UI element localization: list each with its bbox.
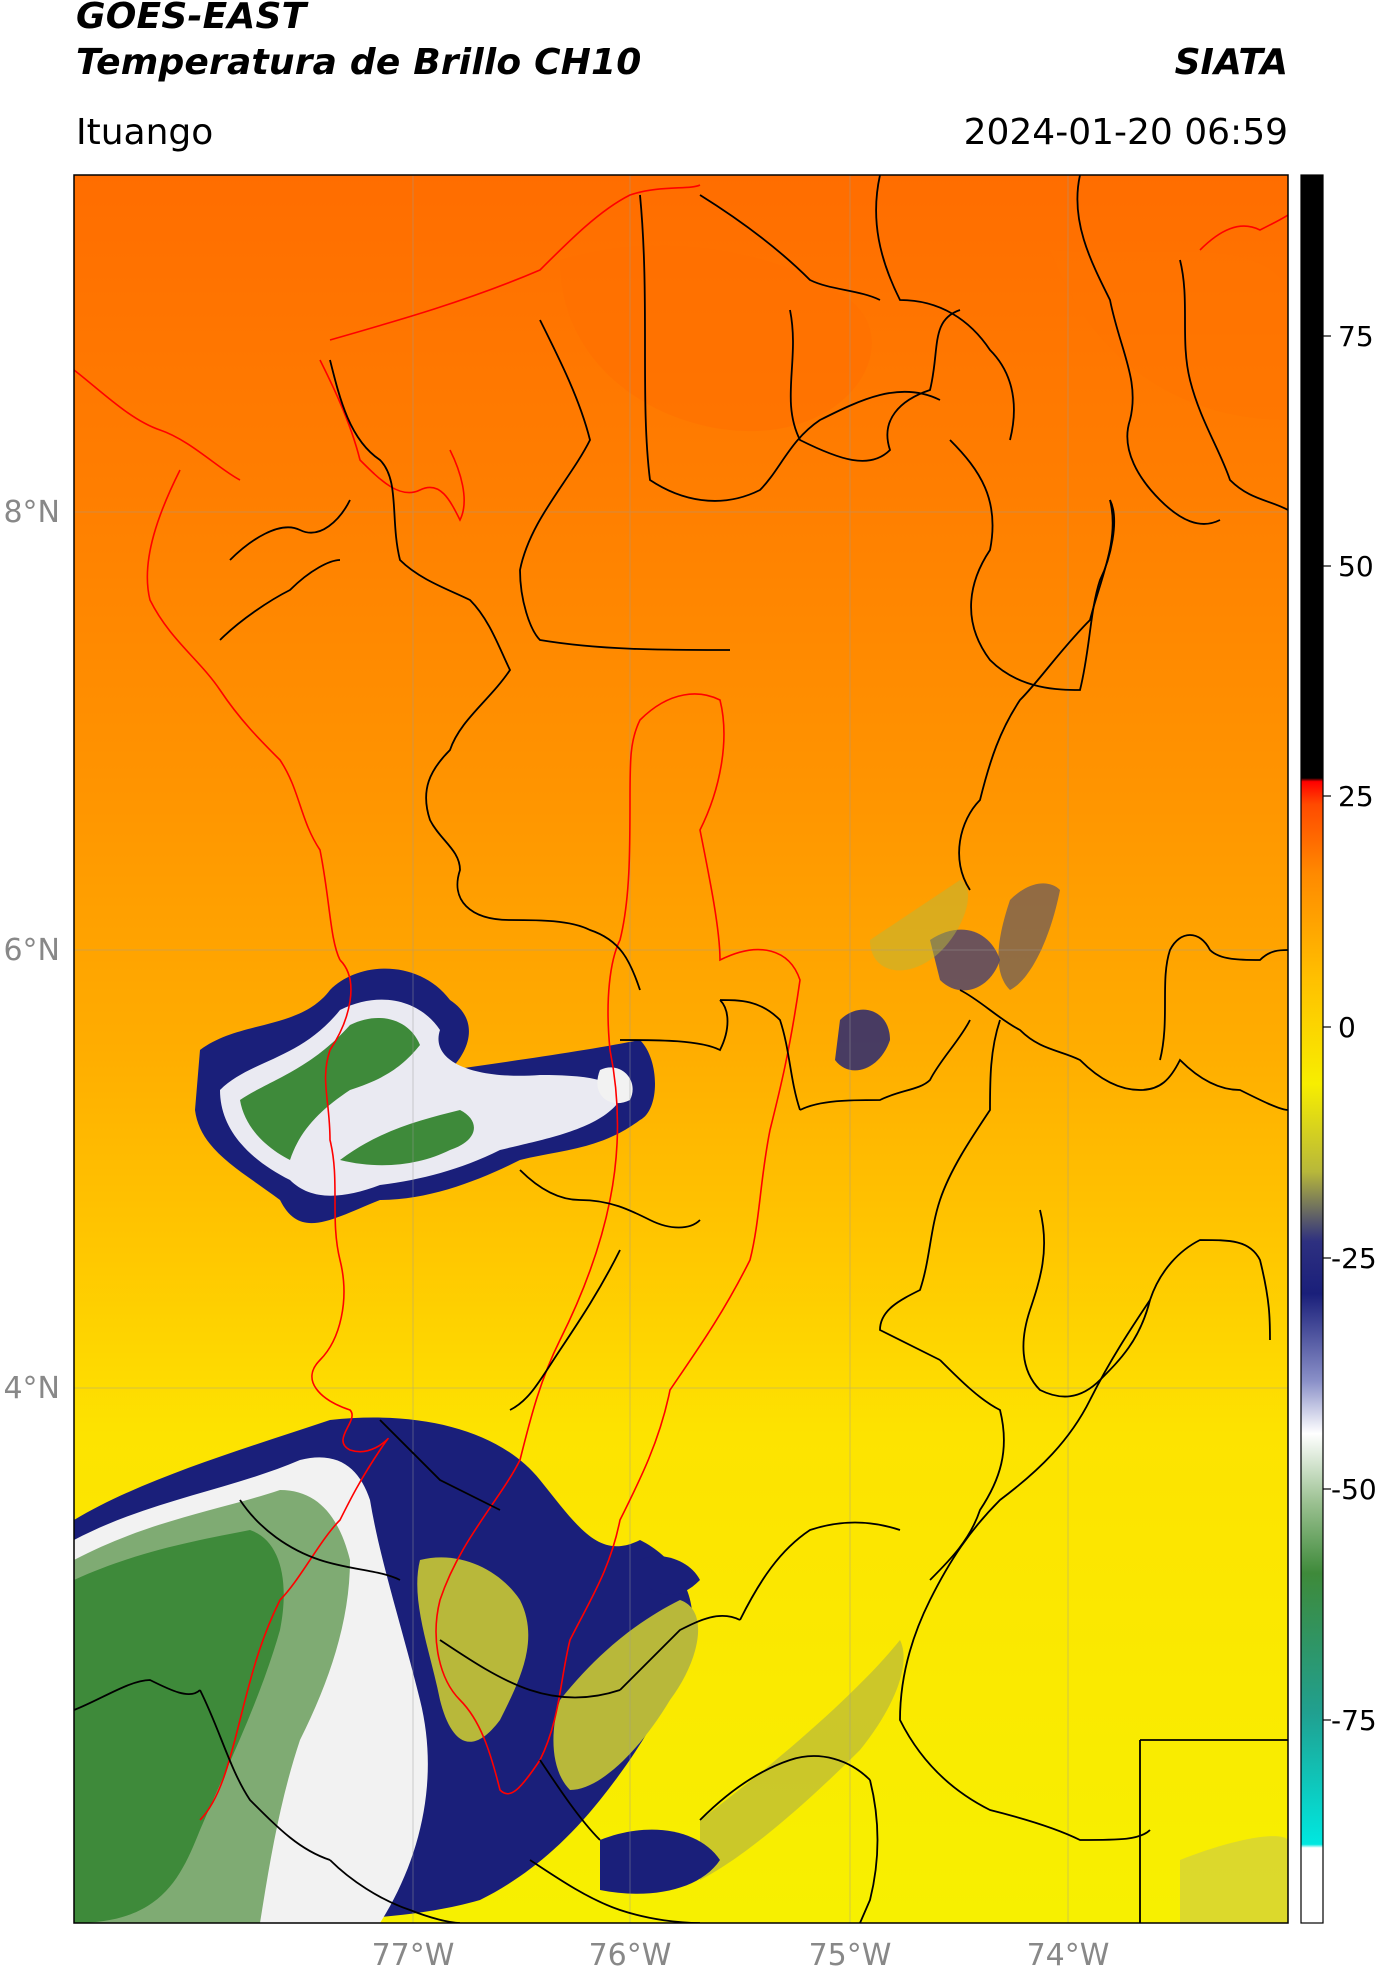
lat-tick-6: 6°N — [3, 933, 60, 968]
lat-tick-labels: 8°N 6°N 4°N — [3, 495, 60, 1406]
colorbar-tick-50: 50 — [1338, 550, 1374, 583]
convective-cloud-south — [74, 1417, 1288, 1923]
colorbar-tick-25: 25 — [1338, 780, 1374, 813]
lat-tick-4: 4°N — [3, 1371, 60, 1406]
colorbar-tick-minus50: -50 — [1331, 1473, 1377, 1506]
title-line-1: GOES-EAST — [76, 0, 307, 37]
convective-cloud-north — [195, 968, 655, 1224]
coastline-red — [74, 184, 1288, 1821]
lon-tick-76: 76°W — [589, 1938, 672, 1973]
admin-boundaries — [74, 175, 1288, 1923]
lon-tick-77: 77°W — [372, 1938, 455, 1973]
colorbar: 75 50 25 0 -25 -50 -75 — [1300, 174, 1377, 1924]
colorbar-tick-0: 0 — [1338, 1011, 1356, 1044]
graticule — [74, 175, 1288, 1923]
lat-tick-8: 8°N — [3, 495, 60, 530]
datetime-label: 2024-01-20 06:59 — [963, 112, 1288, 153]
brightness-temperature-field — [74, 175, 1288, 1923]
colorbar-tick-minus25: -25 — [1331, 1242, 1377, 1275]
colorbar-tick-minus75: -75 — [1331, 1704, 1377, 1737]
colorbar-gradient — [1300, 174, 1324, 1924]
lon-tick-74: 74°W — [1027, 1938, 1110, 1973]
subtitle-location: Ituango — [76, 112, 214, 153]
title-line-2: Temperatura de Brillo CH10 — [76, 42, 642, 83]
lon-tick-75: 75°W — [809, 1938, 892, 1973]
lon-tick-labels: 77°W 76°W 75°W 74°W — [372, 1938, 1110, 1973]
convective-cloud-northeast — [835, 880, 1060, 1071]
colorbar-tick-75: 75 — [1338, 320, 1374, 353]
map-frame — [73, 174, 1289, 1924]
organization-label: SIATA — [1174, 42, 1288, 83]
